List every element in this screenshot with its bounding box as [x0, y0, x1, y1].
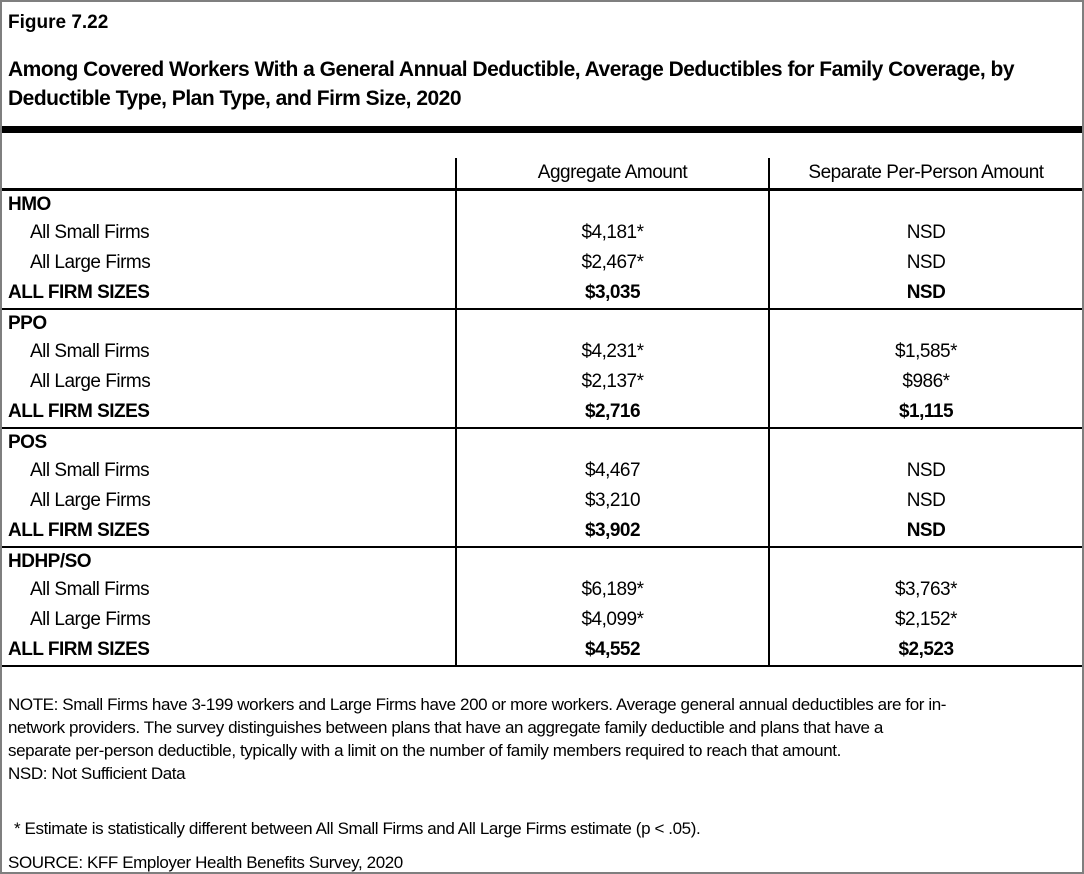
cell-separate: $986*	[768, 367, 1082, 397]
plan-row: HDHP/SO	[2, 548, 1082, 575]
cell-aggregate: $2,467*	[455, 248, 768, 278]
cell-separate: NSD	[768, 456, 1082, 486]
row-label: All Large Firms	[30, 490, 151, 511]
cell-empty	[768, 548, 1082, 575]
table-row: All Large Firms $2,467* NSD	[2, 248, 1082, 278]
table-row-total: ALL FIRM SIZES $3,902 NSD	[2, 516, 1082, 546]
cell-separate: $2,523	[768, 635, 1082, 665]
cell-empty	[455, 548, 768, 575]
cell-aggregate: $3,035	[455, 278, 768, 308]
asterisk-footnote: * Estimate is statistically different be…	[14, 819, 701, 838]
plan-row: HMO	[2, 191, 1082, 218]
plan-row: POS	[2, 429, 1082, 456]
table-row: All Small Firms $4,231* $1,585*	[2, 337, 1082, 367]
cell-aggregate: $4,467	[455, 456, 768, 486]
note-line: separate per-person deductible, typicall…	[8, 741, 841, 760]
table-row: All Small Firms $4,181* NSD	[2, 218, 1082, 248]
cell-aggregate: $3,902	[455, 516, 768, 546]
cell-empty	[768, 310, 1082, 337]
source-line: SOURCE: KFF Employer Health Benefits Sur…	[8, 853, 403, 872]
figure-number: Figure 7.22	[8, 12, 109, 33]
section-hmo: HMO All Small Firms $4,181* NSD All Larg…	[2, 191, 1082, 310]
table-header-row: Aggregate Amount Separate Per-Person Amo…	[2, 158, 1082, 191]
cell-empty	[455, 191, 768, 218]
section-hdhp-so: HDHP/SO All Small Firms $6,189* $3,763* …	[2, 548, 1082, 667]
row-label: All Large Firms	[30, 609, 151, 630]
cell-empty	[768, 191, 1082, 218]
row-label: All Large Firms	[30, 371, 151, 392]
cell-separate: NSD	[768, 516, 1082, 546]
table-row-total: ALL FIRM SIZES $2,716 $1,115	[2, 397, 1082, 427]
title-divider-rule	[2, 126, 1082, 133]
cell-empty	[768, 429, 1082, 456]
cell-aggregate: $4,552	[455, 635, 768, 665]
cell-separate: $1,115	[768, 397, 1082, 427]
row-label: ALL FIRM SIZES	[8, 520, 150, 541]
cell-aggregate: $4,231*	[455, 337, 768, 367]
note-line: NOTE: Small Firms have 3-199 workers and…	[8, 695, 947, 714]
cell-separate: NSD	[768, 248, 1082, 278]
cell-separate: $2,152*	[768, 605, 1082, 635]
table-row: All Small Firms $4,467 NSD	[2, 456, 1082, 486]
plan-label: PPO	[8, 312, 47, 334]
cell-separate: NSD	[768, 278, 1082, 308]
table-row: All Large Firms $3,210 NSD	[2, 486, 1082, 516]
header-separate-per-person-amount: Separate Per-Person Amount	[768, 158, 1082, 188]
row-label: All Small Firms	[30, 222, 150, 243]
nsd-definition: NSD: Not Sufficient Data	[8, 764, 186, 783]
cell-aggregate: $4,099*	[455, 605, 768, 635]
table-row: All Large Firms $2,137* $986*	[2, 367, 1082, 397]
plan-label: HMO	[8, 193, 51, 215]
header-aggregate-amount: Aggregate Amount	[455, 158, 768, 188]
plan-row: PPO	[2, 310, 1082, 337]
section-ppo: PPO All Small Firms $4,231* $1,585* All …	[2, 310, 1082, 429]
row-label: All Small Firms	[30, 579, 150, 600]
table-row-total: ALL FIRM SIZES $3,035 NSD	[2, 278, 1082, 308]
table-row: All Small Firms $6,189* $3,763*	[2, 575, 1082, 605]
cell-empty	[455, 429, 768, 456]
cell-separate: $3,763*	[768, 575, 1082, 605]
row-label: ALL FIRM SIZES	[8, 401, 150, 422]
note-block: NOTE: Small Firms have 3-199 workers and…	[2, 693, 1082, 785]
plan-label: POS	[8, 431, 47, 453]
cell-empty	[455, 310, 768, 337]
table-row-total: ALL FIRM SIZES $4,552 $2,523	[2, 635, 1082, 665]
cell-separate: NSD	[768, 218, 1082, 248]
row-label: All Small Firms	[30, 460, 150, 481]
row-label: All Small Firms	[30, 341, 150, 362]
section-pos: POS All Small Firms $4,467 NSD All Large…	[2, 429, 1082, 548]
plan-label: HDHP/SO	[8, 550, 92, 572]
figure-title: Among Covered Workers With a General Ann…	[8, 58, 1015, 110]
cell-aggregate: $2,716	[455, 397, 768, 427]
table-row: All Large Firms $4,099* $2,152*	[2, 605, 1082, 635]
row-label: ALL FIRM SIZES	[8, 639, 150, 660]
title-block: Figure 7.22 Among Covered Workers With a…	[2, 2, 1082, 113]
deductibles-table: Aggregate Amount Separate Per-Person Amo…	[2, 158, 1082, 667]
cell-aggregate: $2,137*	[455, 367, 768, 397]
row-label: ALL FIRM SIZES	[8, 282, 150, 303]
cell-separate: $1,585*	[768, 337, 1082, 367]
cell-separate: NSD	[768, 486, 1082, 516]
cell-aggregate: $3,210	[455, 486, 768, 516]
row-label: All Large Firms	[30, 252, 151, 273]
cell-aggregate: $6,189*	[455, 575, 768, 605]
cell-aggregate: $4,181*	[455, 218, 768, 248]
note-line: network providers. The survey distinguis…	[8, 718, 883, 737]
